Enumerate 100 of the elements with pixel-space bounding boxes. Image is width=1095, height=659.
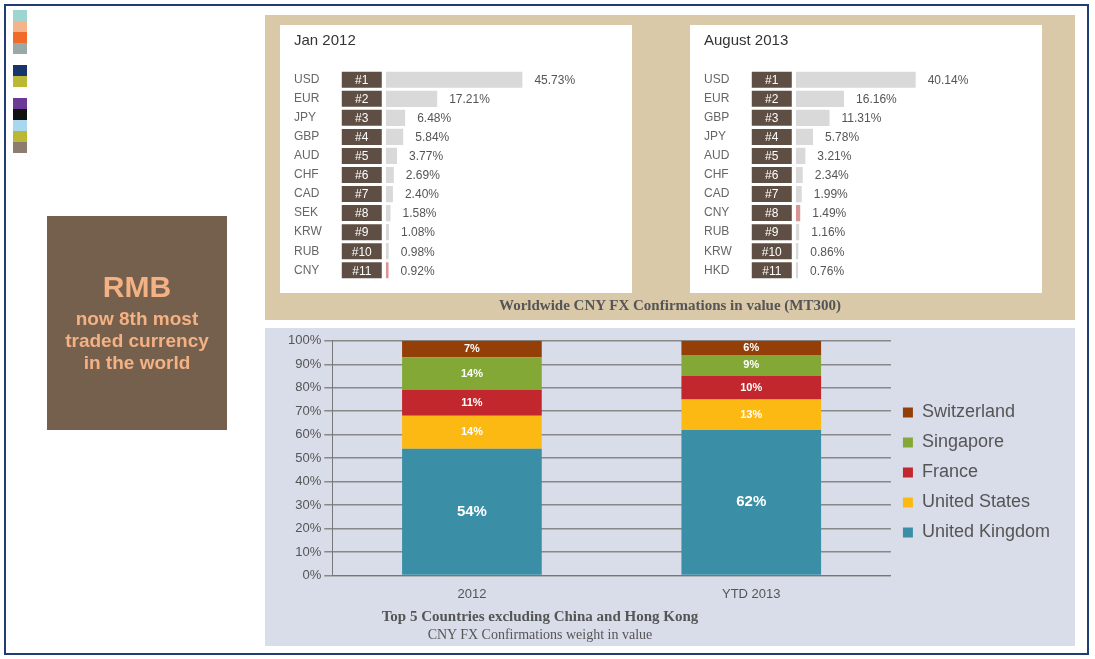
text: Top 5 Countries excluding China and Hong Kong — [380, 608, 700, 625]
bar — [795, 185, 802, 203]
text: #4 — [355, 130, 369, 145]
data-label: 5.84% — [415, 130, 450, 145]
data-label: 2.34% — [814, 168, 850, 183]
text: RMB — [101, 270, 173, 304]
y-tick-label: JPY — [704, 129, 727, 144]
y-tick-label: 70% — [295, 402, 322, 418]
text: #11 — [762, 263, 782, 278]
y-tick-label: 40% — [295, 473, 322, 489]
y-tick-label: AUD — [294, 148, 320, 163]
bar — [681, 340, 822, 355]
text: #1 — [355, 73, 369, 88]
y-tick-label: 100% — [288, 332, 322, 348]
y-tick-label: 20% — [295, 520, 322, 536]
data-label: 9% — [743, 358, 760, 371]
data-label: 5.78% — [825, 130, 860, 145]
y-tick-label: JPY — [294, 110, 317, 125]
text: #10 — [761, 244, 783, 259]
y-tick-label: 30% — [295, 496, 322, 512]
text: #5 — [765, 149, 779, 164]
text: CNY FX Confirmations weight in value — [426, 627, 654, 643]
bar — [681, 375, 822, 400]
data-label: 1.08% — [401, 225, 436, 240]
text: #10 — [351, 244, 373, 259]
legend-label: Switzerland — [921, 401, 1015, 422]
legend-label: United Kingdom — [921, 521, 1050, 542]
y-tick-label: KRW — [704, 243, 733, 258]
bar — [385, 262, 389, 279]
bar — [681, 354, 822, 376]
bar — [385, 90, 438, 107]
data-label: 11% — [461, 396, 483, 408]
data-label: 14% — [460, 366, 484, 379]
y-tick-label: EUR — [294, 91, 320, 106]
text: #5 — [355, 149, 369, 164]
y-tick-label: USD — [294, 72, 320, 87]
text: #2 — [765, 92, 779, 107]
legend-label: France — [921, 461, 978, 482]
data-label: 14% — [460, 425, 484, 438]
data-label: 3.21% — [817, 149, 852, 164]
data-label: 6% — [743, 340, 760, 353]
y-tick-label: EUR — [704, 91, 730, 106]
y-tick-label: 0% — [302, 566, 322, 582]
text: #2 — [355, 92, 369, 107]
data-label: 1.16% — [811, 225, 846, 240]
data-label: 1.58% — [402, 206, 437, 221]
data-label: 0.92% — [400, 263, 435, 278]
legend-label: United States — [921, 491, 1030, 512]
bar — [385, 224, 390, 241]
y-tick-label: USD — [704, 72, 730, 87]
data-label: 16.16% — [856, 92, 898, 107]
y-tick-label: 10% — [295, 543, 322, 559]
data-label: 0.86% — [810, 244, 845, 259]
text: #6 — [355, 168, 369, 183]
y-tick-label: 60% — [295, 426, 322, 442]
data-label: 1.99% — [813, 187, 849, 202]
bar — [402, 340, 542, 358]
data-label: 17.21% — [449, 92, 491, 107]
y-tick-label: CAD — [294, 186, 320, 201]
text: #7 — [355, 187, 369, 202]
data-label: 13% — [740, 407, 763, 420]
y-tick-label: CHF — [704, 167, 729, 182]
data-label: 7% — [463, 342, 481, 355]
bar — [385, 243, 389, 260]
x-tick-label: 2012 — [457, 585, 487, 601]
text: now 8th most traded currency in the world — [64, 307, 210, 375]
data-label: 11.31% — [841, 111, 882, 126]
text: #11 — [352, 263, 372, 278]
text: #6 — [765, 168, 779, 183]
data-label: 1.49% — [812, 206, 847, 221]
data-label: 40.14% — [927, 73, 969, 88]
text: #7 — [765, 187, 779, 202]
bar — [385, 128, 404, 145]
data-label: 10% — [740, 380, 763, 393]
y-tick-label: 80% — [295, 379, 322, 395]
bar — [402, 357, 542, 391]
y-tick-label: CNY — [294, 262, 320, 277]
data-label: 3.77% — [409, 149, 444, 164]
y-tick-label: CHF — [294, 167, 319, 182]
bar — [402, 390, 542, 416]
y-tick-label: GBP — [294, 129, 320, 144]
bar — [681, 399, 822, 430]
y-tick-label: 50% — [295, 449, 322, 465]
bar — [385, 71, 523, 88]
data-label: 62% — [736, 492, 767, 510]
y-tick-label: AUD — [704, 148, 730, 163]
bar — [385, 147, 398, 165]
bar — [795, 166, 803, 184]
legend-label: Singapore — [921, 431, 1004, 452]
y-tick-label: 90% — [295, 355, 322, 371]
bar — [795, 90, 845, 107]
chart-title: Jan 2012 — [294, 31, 356, 48]
text: #1 — [765, 73, 779, 88]
text: #9 — [765, 225, 779, 240]
y-tick-label: CAD — [704, 186, 730, 201]
y-tick-label: GBP — [704, 110, 730, 125]
bar — [402, 415, 542, 449]
bar — [681, 429, 822, 575]
text: #3 — [355, 111, 369, 126]
bar — [385, 109, 406, 126]
